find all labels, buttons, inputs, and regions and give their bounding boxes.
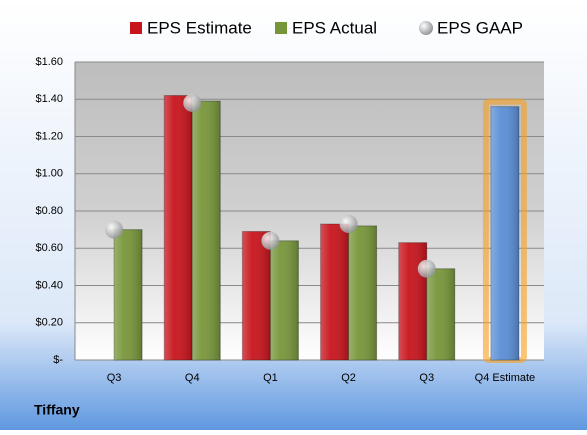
x-tick-label: Q4 [185, 372, 200, 384]
bar-shine [192, 101, 221, 361]
gaap-marker [105, 220, 124, 239]
y-tick-label: $1.40 [35, 93, 63, 105]
legend-marker [419, 21, 433, 35]
x-tick-label: Q1 [263, 372, 278, 384]
bar-shine [242, 231, 271, 360]
bar-shine [398, 242, 427, 360]
y-tick-label: $1.20 [35, 130, 63, 142]
gaap-marker [183, 93, 202, 112]
bar-shine [164, 95, 193, 361]
footer: Tiffany [34, 402, 80, 418]
gaap-marker [261, 231, 280, 250]
legend-marker [130, 22, 142, 34]
y-tick-label: $0.80 [35, 205, 63, 217]
bar-shine [490, 106, 519, 360]
x-tick-label: Q2 [341, 372, 356, 384]
y-tick-label: $1.00 [35, 168, 63, 180]
gaap-marker [339, 215, 358, 234]
y-tick-label: $0.20 [35, 317, 63, 329]
legend-marker [275, 22, 287, 34]
x-tick-label: Q4 Estimate [475, 372, 536, 384]
legend-label: EPS Estimate [147, 18, 252, 37]
bar-shine [426, 268, 455, 360]
x-tick-label: Q3 [419, 372, 434, 384]
x-tick-label: Q3 [107, 372, 122, 384]
bar-shine [348, 225, 377, 360]
y-tick-label: $1.60 [35, 56, 63, 68]
gaap-marker [417, 259, 436, 278]
bar-shine [114, 229, 143, 360]
y-tick-label: $0.40 [35, 279, 63, 291]
bar-shine [270, 240, 299, 360]
y-tick-label: $- [53, 354, 63, 366]
legend-label: EPS GAAP [437, 18, 523, 37]
y-tick-label: $0.60 [35, 242, 63, 254]
bar-shine [320, 224, 349, 360]
legend-label: EPS Actual [292, 18, 377, 37]
